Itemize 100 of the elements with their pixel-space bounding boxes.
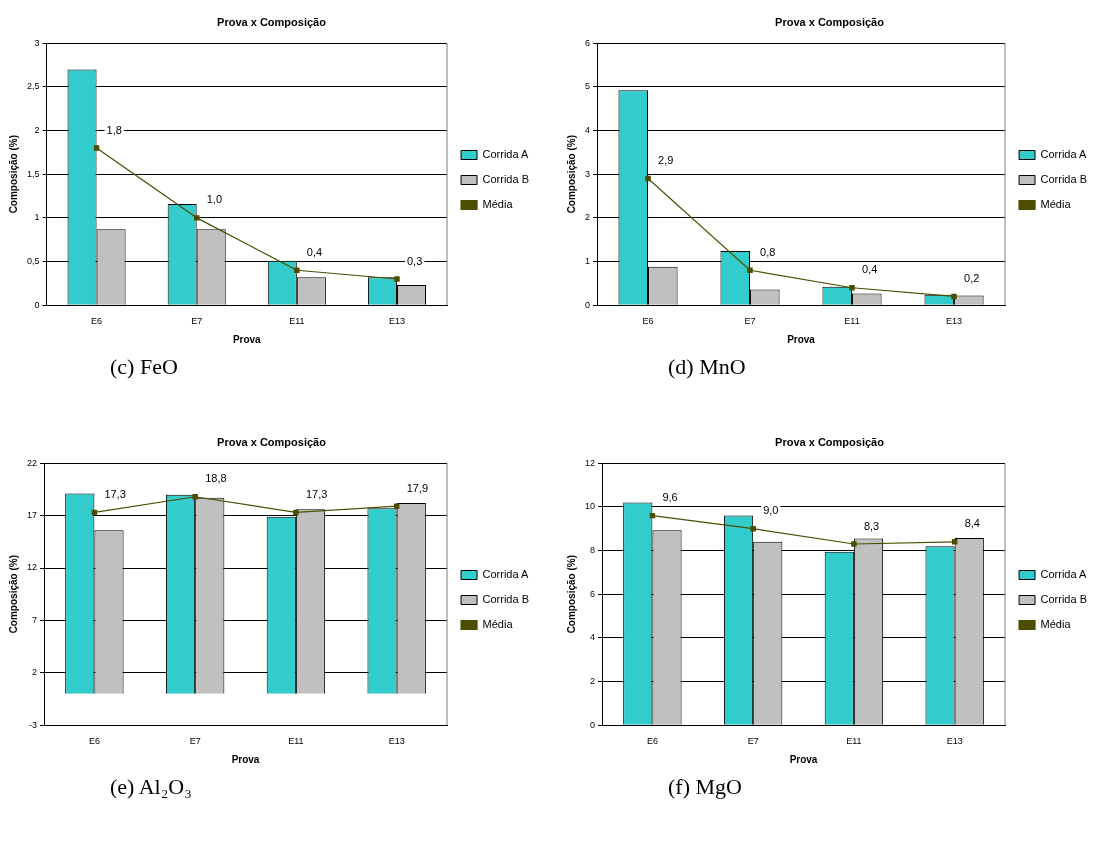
data-label: 9,6 — [662, 491, 678, 504]
x-tick-label: E7 — [747, 736, 759, 747]
point — [394, 276, 400, 282]
data-label: 1,0 — [206, 193, 223, 206]
x-tick-label: E13 — [388, 736, 405, 747]
legend-label: Corrida B — [482, 593, 530, 606]
y-tick-label: 7 — [32, 614, 38, 625]
y-axis-title: Composição (%) — [565, 135, 577, 214]
x-tick-label: E13 — [388, 316, 405, 327]
point — [849, 285, 855, 291]
data-label: 8,3 — [863, 519, 880, 532]
x-tick-label: E6 — [642, 316, 654, 327]
y-tick-label: 22 — [27, 457, 38, 468]
x-tick-label: E7 — [189, 736, 201, 747]
point — [851, 541, 857, 547]
text: (d) MnO — [668, 354, 747, 380]
y-tick-label: 4 — [584, 125, 591, 136]
legend-label: Média — [1040, 198, 1072, 211]
y-tick-label: 1 — [584, 256, 591, 267]
y-tick-label: 4 — [590, 632, 596, 643]
y-tick-label: 6 — [590, 588, 596, 599]
data-label: 18,8 — [205, 472, 227, 485]
x-tick-label: E11 — [846, 736, 862, 747]
point — [193, 215, 200, 221]
y-tick-label: 3 — [34, 37, 40, 48]
point — [747, 267, 753, 273]
y-tick-label: 1 — [34, 212, 40, 223]
data-label: 0,8 — [760, 245, 776, 258]
data-label: 1,8 — [106, 123, 122, 136]
legend-label: Corrida B — [1040, 173, 1088, 186]
x-tick-label: E6 — [91, 316, 103, 327]
point — [293, 509, 299, 516]
y-axis-title: Composição (%) — [7, 135, 19, 214]
data-label: 9,0 — [763, 504, 779, 517]
point — [192, 494, 198, 500]
x-tick-label: E7 — [744, 316, 756, 327]
x-tick-label: E6 — [646, 736, 658, 747]
x-tick-label: E13 — [946, 316, 963, 327]
point — [294, 267, 300, 273]
x-tick-label: E6 — [88, 736, 100, 747]
point — [951, 539, 958, 545]
y-tick-label: 12 — [585, 457, 596, 468]
y-tick-label: 17 — [27, 510, 38, 521]
text: (c) FeO — [110, 354, 179, 380]
legend-label: Corrida B — [482, 173, 530, 186]
data-label: 8,4 — [964, 517, 980, 530]
y-tick-label: 10 — [585, 501, 596, 512]
y-tick-label: 0 — [590, 719, 596, 730]
text: (f) MgO — [668, 774, 743, 800]
legend-label: Corrida A — [482, 148, 530, 161]
data-label: 17,3 — [104, 487, 126, 500]
y-axis-title: Composição (%) — [7, 555, 19, 634]
y-tick-label: 2,5 — [27, 81, 40, 92]
legend-label: Média — [482, 198, 514, 211]
y-tick-label: 2 — [584, 212, 591, 223]
chart-title: Prova x Composição — [217, 15, 327, 28]
y-tick-label: 5 — [584, 81, 591, 92]
point — [951, 293, 957, 300]
y-tick-label: 2 — [590, 676, 596, 687]
data-label: 17,3 — [305, 487, 328, 500]
y-tick-label: 3 — [584, 168, 591, 179]
chart-title: Prova x Composição — [217, 435, 327, 448]
data-label: 0,4 — [862, 263, 878, 276]
chart-title: Prova x Composição — [775, 435, 885, 448]
legend-label: Média — [1040, 618, 1072, 631]
legend-label: Corrida A — [482, 568, 530, 581]
legend-label: Média — [482, 618, 514, 631]
y-tick-label: 1,5 — [27, 168, 40, 179]
y-tick-label: -3 — [29, 719, 38, 730]
point — [93, 145, 100, 151]
legend-label: Corrida A — [1040, 568, 1088, 581]
point — [645, 175, 651, 182]
x-tick-label: E13 — [946, 736, 963, 747]
y-tick-label: 0 — [584, 299, 591, 310]
legend-label: Corrida A — [1040, 148, 1088, 161]
y-tick-label: 8 — [590, 545, 596, 556]
point — [393, 503, 400, 509]
data-label: 0,3 — [406, 254, 423, 267]
y-tick-label: 0,5 — [27, 256, 40, 267]
x-axis-title: Prova — [787, 333, 816, 345]
data-label: 0,4 — [306, 245, 323, 258]
data-label: 17,9 — [406, 481, 429, 494]
point — [750, 525, 756, 532]
x-axis-title: Prova — [231, 753, 260, 765]
y-tick-label: 2 — [32, 667, 38, 678]
y-tick-label: 12 — [27, 562, 38, 573]
legend-label: Corrida B — [1040, 593, 1088, 606]
x-tick-label: E11 — [844, 316, 860, 327]
y-tick-label: 6 — [584, 37, 591, 48]
x-axis-title: Prova — [789, 753, 818, 765]
data-label: 2,9 — [658, 154, 674, 167]
data-label: 0,2 — [964, 272, 980, 284]
x-tick-label: E11 — [288, 736, 304, 747]
y-tick-label: 2 — [34, 125, 40, 136]
x-axis-title: Prova — [232, 333, 262, 345]
x-tick-label: E7 — [191, 316, 203, 327]
y-axis-title: Composição (%) — [565, 555, 577, 634]
x-tick-label: E11 — [289, 316, 305, 327]
text: (e) Al₂O₃ — [110, 774, 193, 800]
y-tick-label: 0 — [34, 299, 40, 310]
